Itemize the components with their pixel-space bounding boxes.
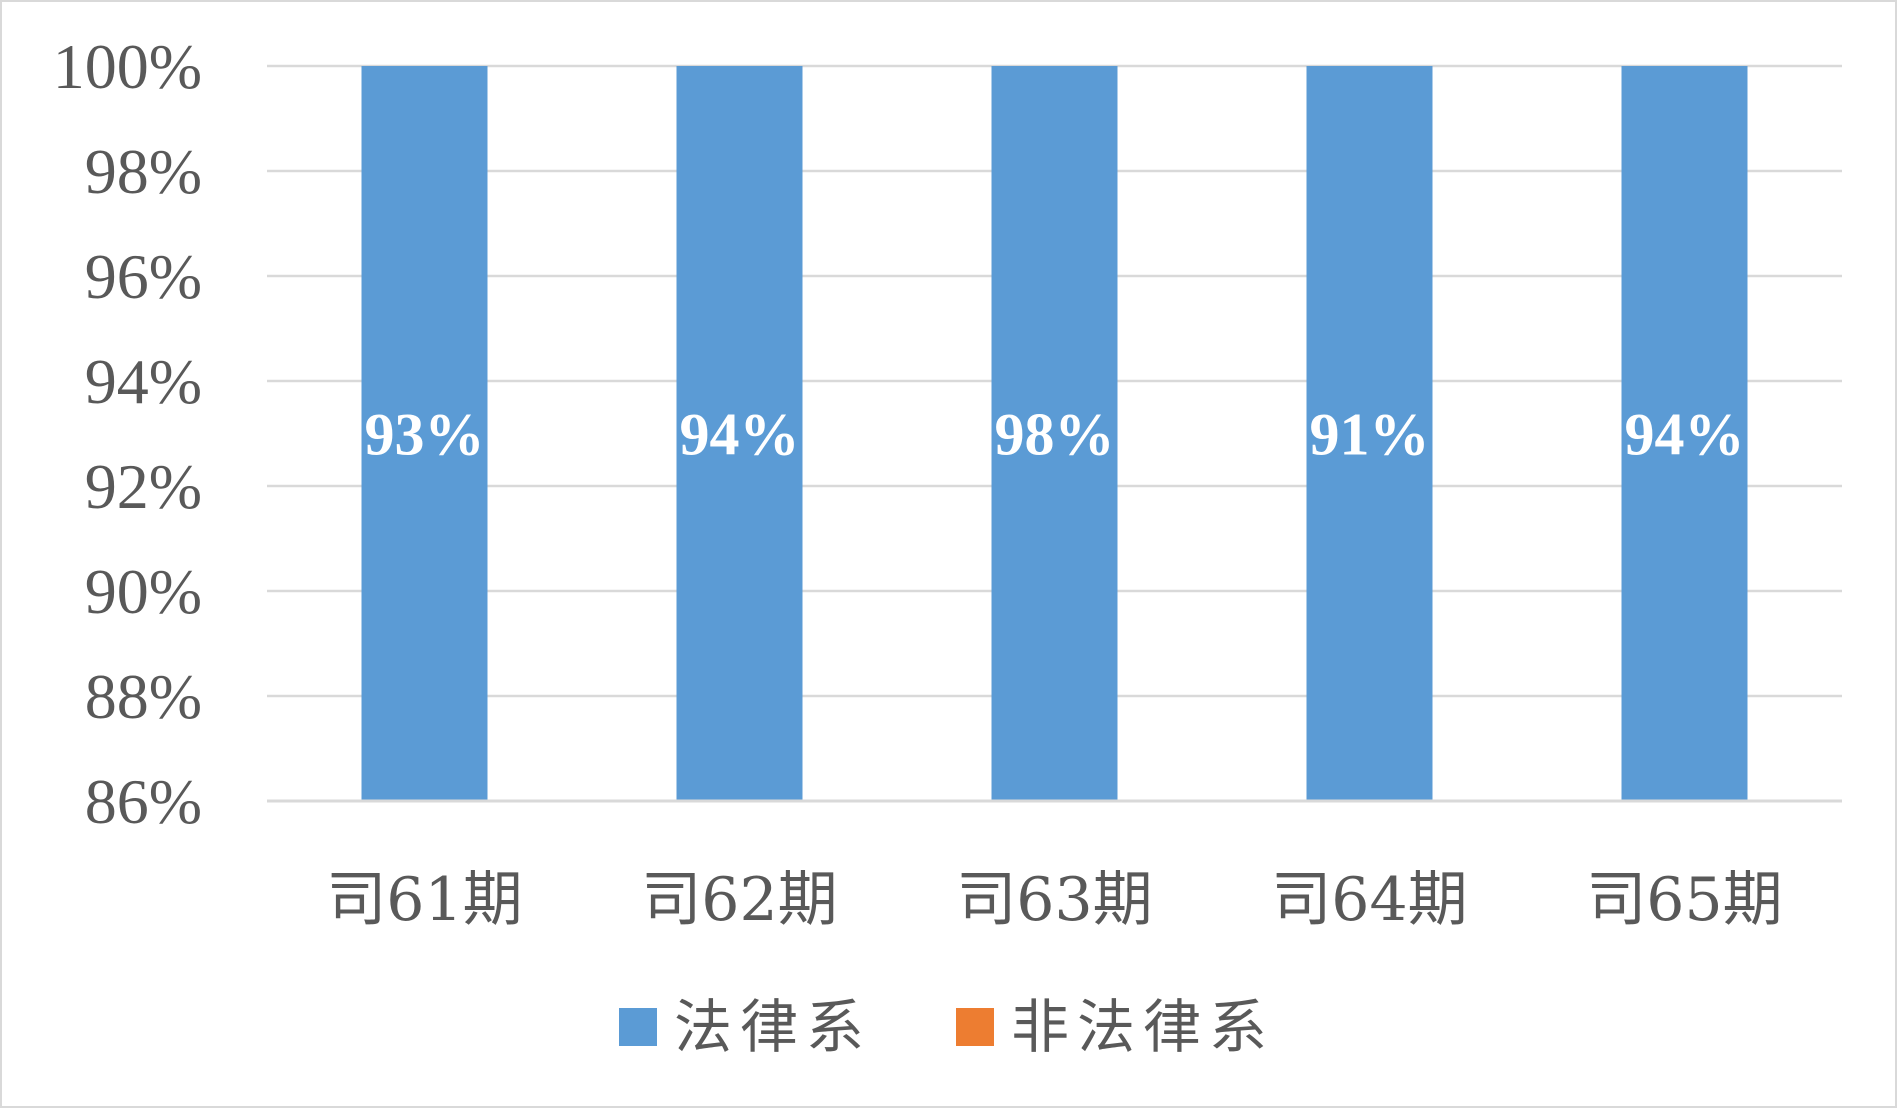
y-tick-label: 90% — [85, 556, 202, 627]
x-category-label: 司61期 — [326, 865, 522, 935]
data-label-law: 94% — [680, 402, 800, 468]
x-category-label: 司62期 — [641, 865, 837, 935]
legend-label-law: 法律系 — [674, 993, 872, 1061]
y-tick-label: 96% — [85, 241, 202, 312]
legend: 法律系 非法律系 — [619, 993, 1275, 1061]
x-axis-category-labels: 司61期 司62期 司63期 司64期 司65期 — [326, 865, 1782, 935]
data-label-law: 98% — [995, 402, 1115, 468]
y-tick-label: 86% — [85, 766, 202, 837]
data-label-law: 94% — [1625, 402, 1745, 468]
x-category-label: 司63期 — [956, 865, 1152, 935]
y-tick-label: 100% — [53, 31, 202, 102]
data-label-law: 93% — [365, 402, 485, 468]
legend-label-non-law: 非法律系 — [1011, 993, 1275, 1061]
y-tick-label: 92% — [85, 451, 202, 522]
y-tick-label: 98% — [85, 136, 202, 207]
bar-law — [361, 66, 488, 801]
bar-law — [991, 66, 1118, 801]
bars — [361, 66, 1748, 801]
bar-law — [676, 66, 803, 801]
x-category-label: 司64期 — [1271, 865, 1467, 935]
y-tick-label: 94% — [85, 346, 202, 417]
y-axis-tick-labels: 86% 88% 90% 92% 94% 96% 98% 100% — [53, 31, 202, 837]
legend-swatch-law — [619, 1008, 657, 1046]
x-category-label: 司65期 — [1586, 865, 1782, 935]
bar-law — [1306, 66, 1433, 801]
data-label-law: 91% — [1310, 402, 1430, 468]
legend-swatch-non-law — [956, 1008, 994, 1046]
bar-law — [1621, 66, 1748, 801]
data-labels: 93%7%94%6%98%2%91%9%94%6% — [365, 402, 1745, 468]
y-tick-label: 88% — [85, 661, 202, 732]
